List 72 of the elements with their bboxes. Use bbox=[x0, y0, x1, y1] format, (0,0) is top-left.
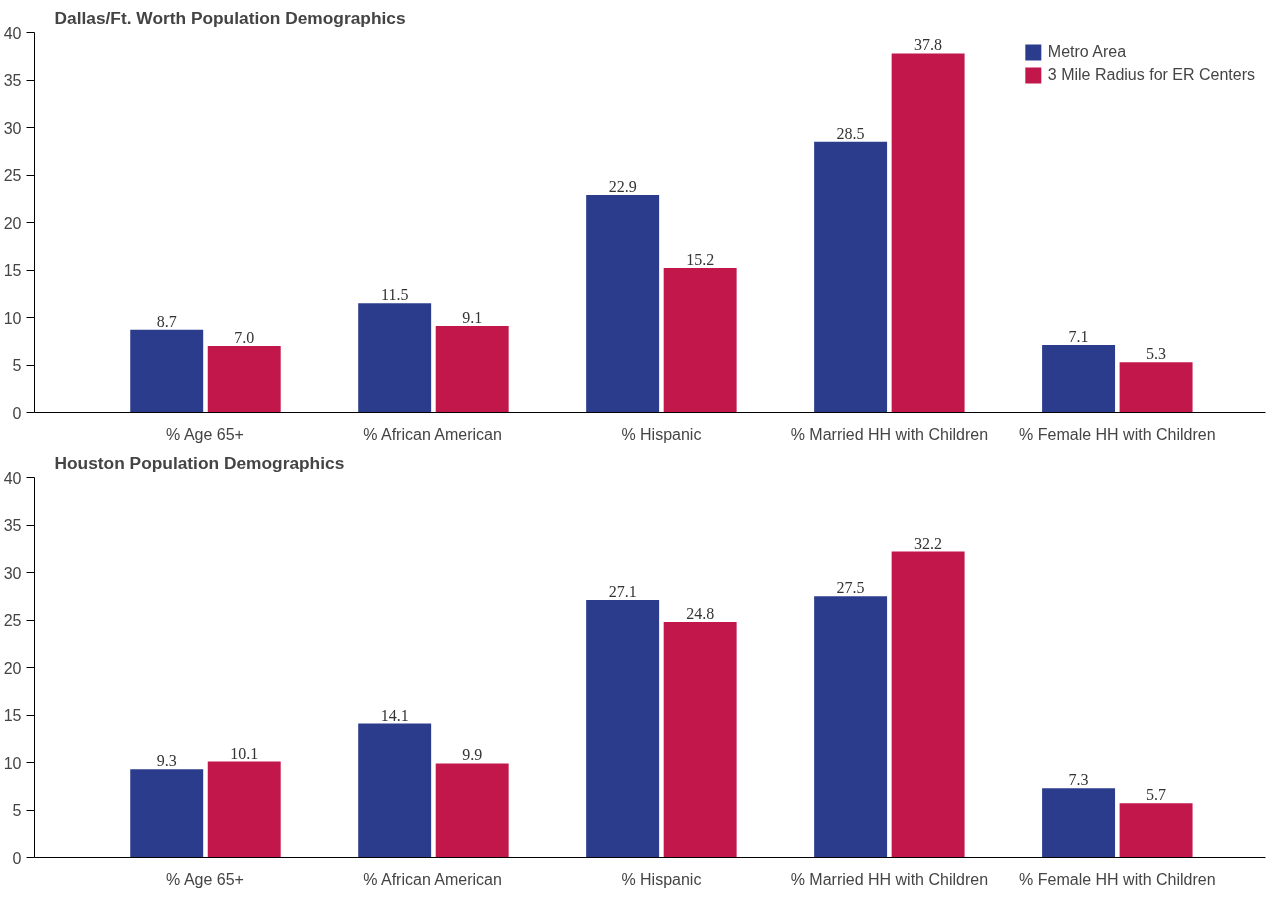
bar bbox=[1042, 345, 1116, 413]
data-label: 14.1 bbox=[380, 706, 409, 724]
bar bbox=[663, 621, 737, 858]
bar bbox=[207, 346, 281, 413]
y-tick-label: 25 bbox=[3, 167, 22, 184]
x-tick-label: % African American bbox=[363, 425, 502, 443]
data-label: 27.1 bbox=[608, 583, 637, 601]
y-tick-label: 20 bbox=[3, 659, 22, 677]
bar bbox=[435, 763, 509, 858]
x-tick-label: % African American bbox=[363, 870, 502, 888]
bar bbox=[586, 194, 660, 413]
y-tick-label: 20 bbox=[3, 214, 22, 232]
bar bbox=[435, 326, 509, 413]
bar bbox=[1042, 788, 1116, 858]
x-tick-label: % Female HH with Children bbox=[1019, 870, 1216, 888]
bar bbox=[1119, 362, 1193, 413]
y-tick-label: 30 bbox=[3, 564, 22, 582]
legend-label: 3 Mile Radius for ER Centers bbox=[1047, 66, 1255, 84]
y-tick-label: 10 bbox=[3, 754, 22, 772]
data-label: 11.5 bbox=[380, 286, 409, 304]
bar bbox=[814, 141, 888, 413]
bar bbox=[891, 53, 965, 413]
bar bbox=[586, 600, 660, 858]
y-tick-label: 5 bbox=[12, 802, 22, 819]
y-tick-label: 35 bbox=[3, 72, 22, 89]
data-label: 5.3 bbox=[1146, 345, 1167, 363]
data-label: 7.0 bbox=[234, 329, 255, 346]
x-tick-label: % Age 65+ bbox=[166, 425, 244, 443]
x-tick-label: % Married HH with Children bbox=[790, 425, 989, 443]
bar bbox=[130, 769, 204, 858]
y-tick-label: 0 bbox=[12, 404, 22, 422]
x-tick-label: % Age 65+ bbox=[166, 870, 244, 888]
data-label: 22.9 bbox=[608, 177, 637, 195]
y-tick-label: 15 bbox=[3, 707, 22, 724]
bar bbox=[358, 303, 432, 413]
chart-title: Houston Population Demographics bbox=[54, 452, 345, 473]
legend-label: Metro Area bbox=[1047, 43, 1127, 61]
y-tick-label: 25 bbox=[3, 612, 22, 629]
y-tick-label: 40 bbox=[3, 24, 22, 42]
x-tick-label: % Hispanic bbox=[621, 870, 702, 888]
y-tick-label: 0 bbox=[12, 849, 22, 867]
data-label: 28.5 bbox=[836, 124, 865, 142]
data-label: 9.9 bbox=[462, 746, 483, 764]
data-label: 15.2 bbox=[686, 251, 715, 269]
chart-title: Dallas/Ft. Worth Population Demographics bbox=[54, 7, 406, 28]
bar bbox=[663, 268, 737, 413]
data-label: 27.5 bbox=[836, 579, 865, 597]
bar bbox=[358, 723, 432, 858]
bar bbox=[891, 551, 965, 858]
x-tick-label: % Hispanic bbox=[621, 425, 702, 443]
y-tick-label: 30 bbox=[3, 119, 22, 137]
x-tick-label: % Female HH with Children bbox=[1019, 425, 1216, 443]
y-tick-label: 15 bbox=[3, 262, 22, 279]
data-label: 8.7 bbox=[156, 312, 177, 330]
data-label: 10.1 bbox=[230, 744, 259, 762]
bar bbox=[1119, 803, 1193, 858]
bar bbox=[814, 596, 888, 858]
data-label: 24.8 bbox=[686, 604, 715, 622]
x-tick-label: % Married HH with Children bbox=[790, 870, 989, 888]
bar bbox=[207, 761, 281, 858]
data-label: 5.7 bbox=[1146, 786, 1167, 804]
y-tick-label: 5 bbox=[12, 357, 22, 374]
bar bbox=[130, 329, 204, 413]
y-tick-label: 40 bbox=[3, 469, 22, 487]
data-label: 37.8 bbox=[914, 36, 943, 54]
y-tick-label: 35 bbox=[3, 517, 22, 534]
y-tick-label: 10 bbox=[3, 309, 22, 327]
data-label: 7.1 bbox=[1068, 328, 1089, 346]
data-label: 9.3 bbox=[156, 752, 177, 770]
data-label: 9.1 bbox=[462, 309, 483, 327]
data-label: 7.3 bbox=[1068, 771, 1089, 789]
data-label: 32.2 bbox=[914, 534, 943, 552]
